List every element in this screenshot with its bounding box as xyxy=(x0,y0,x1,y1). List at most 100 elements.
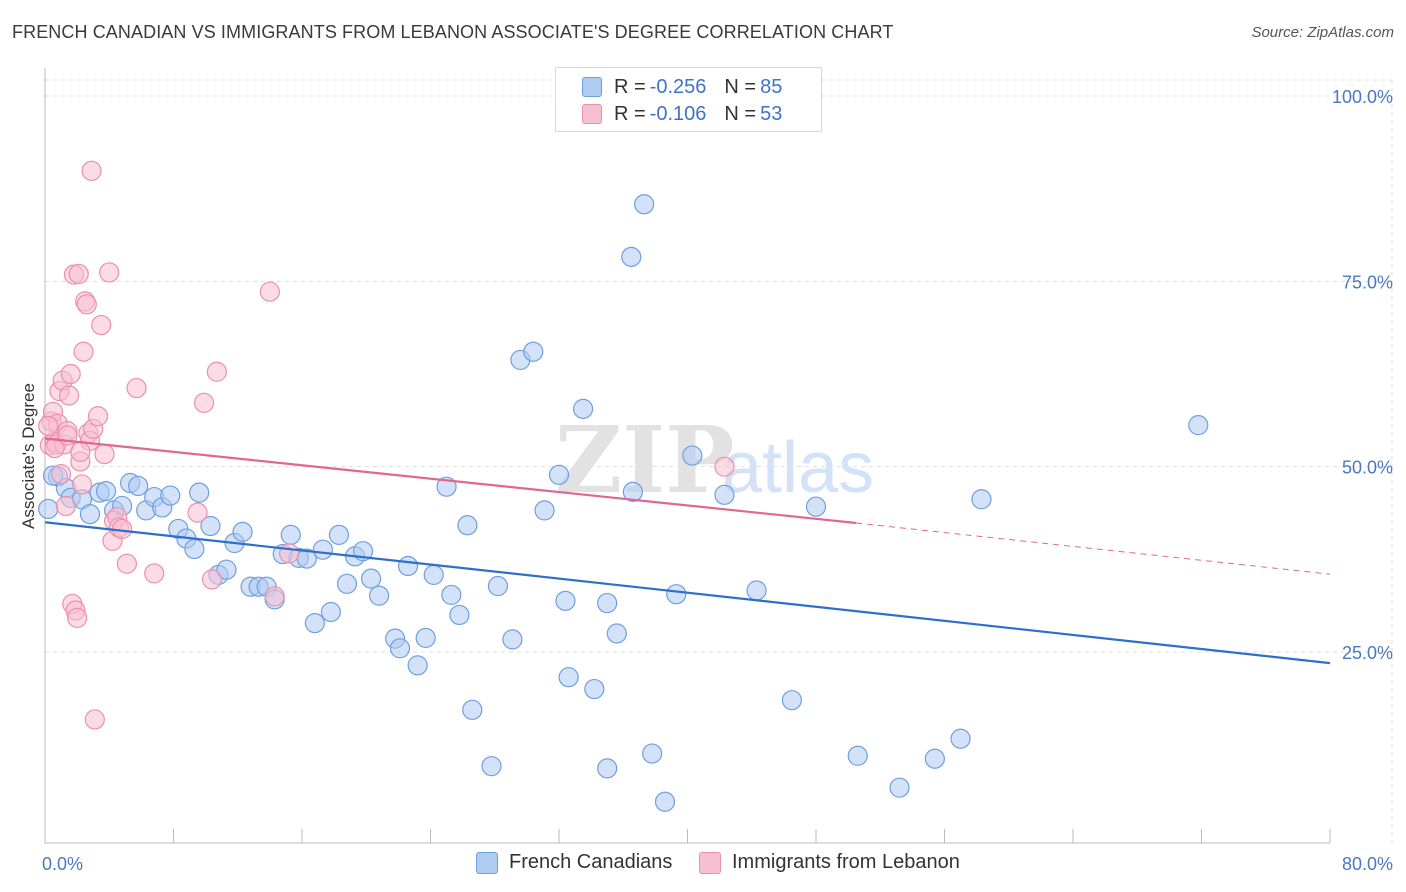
data-point-immigrants-from-lebanon[interactable] xyxy=(38,415,59,436)
series-legend: French Canadians Immigrants from Lebanon xyxy=(0,851,1406,879)
data-point-immigrants-from-lebanon[interactable] xyxy=(68,263,89,285)
data-point-french-canadians[interactable] xyxy=(572,398,594,419)
data-point-french-canadians[interactable] xyxy=(184,538,205,560)
data-point-french-canadians[interactable] xyxy=(128,475,149,497)
data-point-french-canadians[interactable] xyxy=(523,341,544,362)
data-point-french-canadians[interactable] xyxy=(534,500,555,521)
data-point-french-canadians[interactable] xyxy=(548,464,570,485)
data-point-french-canadians[interactable] xyxy=(304,612,325,634)
data-point-french-canadians[interactable] xyxy=(216,559,237,580)
data-point-french-canadians[interactable] xyxy=(320,601,342,623)
data-point-french-canadians[interactable] xyxy=(805,496,827,517)
data-point-french-canadians[interactable] xyxy=(621,246,642,267)
data-point-french-canadians[interactable] xyxy=(38,498,59,520)
y-tick-labels: 25.0% 50.0% 75.0% 100.0% xyxy=(1332,87,1393,663)
data-point-immigrants-from-lebanon[interactable] xyxy=(187,502,208,523)
data-point-french-canadians[interactable] xyxy=(622,481,643,502)
data-point-french-canadians[interactable] xyxy=(441,584,462,606)
data-point-immigrants-from-lebanon[interactable] xyxy=(60,363,81,385)
data-point-french-canadians[interactable] xyxy=(407,655,428,676)
y-tick-label: 25.0% xyxy=(1342,643,1393,663)
data-point-french-canadians[interactable] xyxy=(312,539,333,560)
data-point-french-canadians[interactable] xyxy=(397,555,419,577)
legend-n-value: 85 xyxy=(760,75,783,98)
y-tick-label: 75.0% xyxy=(1342,272,1393,292)
data-point-immigrants-from-lebanon[interactable] xyxy=(116,553,138,574)
legend-item-french-canadians[interactable]: French Canadians xyxy=(476,851,672,874)
data-point-french-canadians[interactable] xyxy=(457,515,478,536)
data-point-immigrants-from-lebanon[interactable] xyxy=(126,377,147,399)
data-point-immigrants-from-lebanon[interactable] xyxy=(58,385,80,406)
data-point-french-canadians[interactable] xyxy=(79,504,101,525)
legend-n-value: 53 xyxy=(760,102,783,125)
data-point-french-canadians[interactable] xyxy=(714,484,735,505)
data-point-immigrants-from-lebanon[interactable] xyxy=(73,341,94,362)
chart-title: FRENCH CANADIAN VS IMMIGRANTS FROM LEBAN… xyxy=(12,22,894,42)
stats-legend: R = -0.256 N = 85 R = -0.106 N = 53 xyxy=(555,67,822,132)
data-point-immigrants-from-lebanon[interactable] xyxy=(87,406,109,427)
data-point-immigrants-from-lebanon[interactable] xyxy=(67,607,88,628)
data-point-french-canadians[interactable] xyxy=(360,568,382,589)
data-point-french-canadians[interactable] xyxy=(95,481,117,502)
data-point-french-canadians[interactable] xyxy=(369,585,390,606)
data-point-immigrants-from-lebanon[interactable] xyxy=(99,262,120,283)
data-point-french-canadians[interactable] xyxy=(924,748,945,769)
data-point-immigrants-from-lebanon[interactable] xyxy=(70,441,91,462)
data-point-french-canadians[interactable] xyxy=(280,524,301,545)
data-point-french-canadians[interactable] xyxy=(584,678,605,700)
data-point-immigrants-from-lebanon[interactable] xyxy=(71,474,93,495)
data-point-french-canadians[interactable] xyxy=(682,445,703,466)
data-point-immigrants-from-lebanon[interactable] xyxy=(714,456,735,477)
data-point-french-canadians[interactable] xyxy=(462,699,483,720)
legend-r-label: R = xyxy=(614,75,646,98)
data-point-french-canadians[interactable] xyxy=(336,573,358,594)
data-point-immigrants-from-lebanon[interactable] xyxy=(259,281,280,302)
data-point-immigrants-from-lebanon[interactable] xyxy=(50,463,72,485)
data-point-french-canadians[interactable] xyxy=(449,604,470,626)
data-point-french-canadians[interactable] xyxy=(200,515,221,537)
x-tick-label: 0.0% xyxy=(42,854,83,874)
data-point-french-canadians[interactable] xyxy=(481,756,502,777)
data-point-french-canadians[interactable] xyxy=(328,524,350,545)
data-point-immigrants-from-lebanon[interactable] xyxy=(193,392,215,414)
legend-item-immigrants-from-lebanon[interactable]: Immigrants from Lebanon xyxy=(699,851,960,874)
data-point-french-canadians[interactable] xyxy=(971,489,992,510)
data-point-french-canadians[interactable] xyxy=(160,485,181,506)
data-point-french-canadians[interactable] xyxy=(781,690,803,711)
data-point-immigrants-from-lebanon[interactable] xyxy=(94,443,115,465)
data-point-french-canadians[interactable] xyxy=(889,777,910,798)
data-point-french-canadians[interactable] xyxy=(606,623,627,644)
legend-swatch-blue xyxy=(476,851,498,874)
data-point-french-canadians[interactable] xyxy=(502,629,523,650)
data-point-french-canadians[interactable] xyxy=(597,592,618,614)
data-point-french-canadians[interactable] xyxy=(487,575,509,597)
data-point-french-canadians[interactable] xyxy=(654,791,676,812)
data-point-french-canadians[interactable] xyxy=(1188,415,1209,436)
data-point-french-canadians[interactable] xyxy=(415,627,436,649)
data-point-immigrants-from-lebanon[interactable] xyxy=(279,543,300,564)
data-point-french-canadians[interactable] xyxy=(634,194,655,215)
data-point-immigrants-from-lebanon[interactable] xyxy=(206,361,227,382)
data-point-immigrants-from-lebanon[interactable] xyxy=(81,160,102,181)
data-point-french-canadians[interactable] xyxy=(555,590,576,611)
data-point-french-canadians[interactable] xyxy=(950,728,971,749)
data-point-french-canadians[interactable] xyxy=(597,758,618,779)
data-point-french-canadians[interactable] xyxy=(642,743,663,764)
data-point-french-canadians[interactable] xyxy=(847,745,868,766)
data-point-immigrants-from-lebanon[interactable] xyxy=(84,709,105,730)
data-point-immigrants-from-lebanon[interactable] xyxy=(91,314,112,336)
data-point-french-canadians[interactable] xyxy=(666,584,687,605)
data-point-french-canadians[interactable] xyxy=(389,638,411,659)
data-point-immigrants-from-lebanon[interactable] xyxy=(55,495,76,517)
data-point-immigrants-from-lebanon[interactable] xyxy=(201,569,223,590)
data-point-french-canadians[interactable] xyxy=(746,580,767,601)
data-point-french-canadians[interactable] xyxy=(232,521,253,543)
data-point-immigrants-from-lebanon[interactable] xyxy=(76,294,97,315)
legend-row-french-canadians: R = -0.256 N = 85 xyxy=(582,74,782,100)
data-point-french-canadians[interactable] xyxy=(558,667,579,688)
x-tick-labels: 0.0% 80.0% xyxy=(42,854,1393,874)
data-point-immigrants-from-lebanon[interactable] xyxy=(144,563,165,584)
data-point-french-canadians[interactable] xyxy=(423,564,444,586)
data-point-french-canadians[interactable] xyxy=(189,482,210,503)
data-point-immigrants-from-lebanon[interactable] xyxy=(264,586,285,607)
